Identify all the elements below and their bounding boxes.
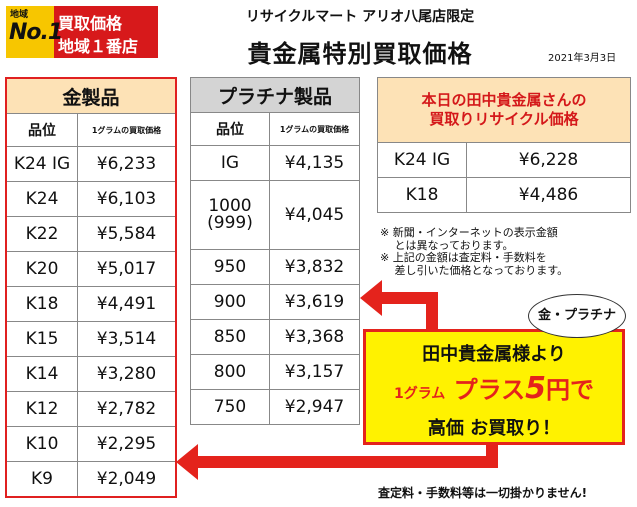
table-row: K24 IG ¥6,228 (377, 142, 631, 178)
badge-line2: 地域１番店 (58, 37, 139, 56)
gold-price: ¥2,782 (77, 391, 177, 427)
arrow-shaft-bottom (196, 456, 498, 468)
date-label: 2021年3月3日 (548, 53, 617, 64)
platinum-price: ¥3,832 (269, 249, 360, 285)
platinum-grade: 950 (190, 249, 270, 285)
platinum-price: ¥2,947 (269, 389, 360, 425)
gold-price: ¥4,491 (77, 286, 177, 322)
arrow-shaft-top (378, 292, 438, 304)
gold-price-table: 金製品 品位 1グラムの買取価格 K24 IG ¥6,233 K24 ¥6,103 … (5, 77, 177, 498)
gold-price: ¥6,103 (77, 181, 177, 217)
reference-grade: K24 IG (377, 142, 467, 178)
promo-line3: 高価 お買取り！ (427, 418, 561, 439)
gold-grade: K14 (5, 356, 78, 392)
arrow-shaft-top-down (426, 292, 438, 332)
table-row: K12 ¥2,782 (5, 391, 177, 427)
speech-bubble: 金・プラチナ (528, 294, 626, 338)
platinum-price: ¥4,045 (269, 180, 360, 250)
platinum-grade: 900 (190, 284, 270, 320)
store-name: リサイクルマート アリオ八尾店限定 (245, 9, 475, 25)
table-row: K24 ¥6,103 (5, 181, 177, 217)
promo-yen: 円で (546, 376, 595, 404)
gold-price: ¥3,514 (77, 321, 177, 357)
table-row: 850 ¥3,368 (190, 319, 360, 355)
gold-grade: K22 (5, 216, 78, 252)
table-row: 950 ¥3,832 (190, 249, 360, 285)
promo-plus: プラス (453, 376, 526, 404)
gold-price: ¥2,295 (77, 426, 177, 462)
gold-grade: K10 (5, 426, 78, 462)
tanaka-reference-table: 本日の田中貴金属さんの 買取りリサイクル価格 K24 IG ¥6,228 K18 ¥… (377, 77, 631, 213)
table-row: K9 ¥2,049 (5, 461, 177, 498)
gold-grade: K18 (5, 286, 78, 322)
platinum-grade: 850 (190, 319, 270, 355)
reference-price: ¥6,228 (466, 142, 631, 178)
arrow-head-top-icon (360, 280, 382, 316)
platinum-col-price: 1グラムの買取価格 (269, 112, 360, 146)
platinum-price: ¥3,619 (269, 284, 360, 320)
gold-price: ¥2,049 (77, 461, 177, 498)
platinum-price-table: プラチナ製品 品位 1グラムの買取価格 IG ¥4,135 1000 (999) ¥… (190, 77, 360, 425)
promo-box: 田中貴金属様より 1グラム プラス5円で 高価 お買取り！ (363, 329, 625, 445)
arrow-head-bottom-icon (176, 444, 198, 480)
gold-grade: K24 (5, 181, 78, 217)
reference-price: ¥4,486 (466, 177, 631, 213)
ranking-badge: 地域 No.1 買取価格 地域１番店 (6, 6, 158, 58)
reference-table-title: 本日の田中貴金属さんの 買取りリサイクル価格 (377, 77, 631, 143)
table-row: K18 ¥4,491 (5, 286, 177, 322)
promo-amount: 5 (525, 371, 547, 406)
badge-line1: 買取価格 (58, 14, 123, 33)
footer-note: 査定料・手数料等は一切掛かりません! (378, 486, 588, 500)
disclaimer-notes: ※ 新聞・インターネットの表示金額 とは異なっております。 ※ 上記の金額は査定… (380, 226, 569, 277)
reference-title-line2: 買取りリサイクル価格 (429, 110, 579, 128)
gold-table-title: 金製品 (5, 77, 177, 114)
table-row: IG ¥4,135 (190, 145, 360, 181)
page-title: 貴金属特別買取価格 (247, 40, 473, 68)
promo-line2: 1グラム プラス5円で (366, 370, 622, 406)
gold-price: ¥3,280 (77, 356, 177, 392)
gold-grade: K9 (5, 461, 78, 498)
table-row: K15 ¥3,514 (5, 321, 177, 357)
gold-price: ¥5,017 (77, 251, 177, 287)
gold-grade: K12 (5, 391, 78, 427)
table-row: K18 ¥4,486 (377, 177, 631, 213)
table-row: K24 IG ¥6,233 (5, 146, 177, 182)
table-row: K14 ¥3,280 (5, 356, 177, 392)
table-row: K10 ¥2,295 (5, 426, 177, 462)
platinum-col-grade: 品位 (190, 112, 270, 146)
promo-gram: 1グラム (393, 386, 446, 402)
table-row: K22 ¥5,584 (5, 216, 177, 252)
platinum-price: ¥3,368 (269, 319, 360, 355)
gold-col-grade: 品位 (5, 113, 78, 147)
platinum-grade: 800 (190, 354, 270, 390)
gold-grade: K24 IG (5, 146, 78, 182)
badge-small-label: 地域 (10, 10, 29, 20)
reference-grade: K18 (377, 177, 467, 213)
reference-title-line1: 本日の田中貴金属さんの (421, 91, 587, 109)
table-row: 800 ¥3,157 (190, 354, 360, 390)
platinum-table-title: プラチナ製品 (190, 77, 360, 113)
table-row: K20 ¥5,017 (5, 251, 177, 287)
platinum-price: ¥4,135 (269, 145, 360, 181)
table-row: 1000 (999) ¥4,045 (190, 180, 360, 250)
table-row: 900 ¥3,619 (190, 284, 360, 320)
gold-price: ¥6,233 (77, 146, 177, 182)
gold-grade: K20 (5, 251, 78, 287)
gold-price: ¥5,584 (77, 216, 177, 252)
no1-mark: 地域 No.1 (6, 6, 63, 58)
table-row: 750 ¥2,947 (190, 389, 360, 425)
gold-grade: K15 (5, 321, 78, 357)
platinum-grade: 1000 (999) (190, 180, 270, 250)
platinum-price: ¥3,157 (269, 354, 360, 390)
platinum-grade: IG (190, 145, 270, 181)
platinum-grade: 750 (190, 389, 270, 425)
promo-line1: 田中貴金属様より (422, 344, 566, 365)
gold-col-price: 1グラムの買取価格 (77, 113, 177, 147)
badge-no1-label: No.1 (9, 20, 63, 45)
